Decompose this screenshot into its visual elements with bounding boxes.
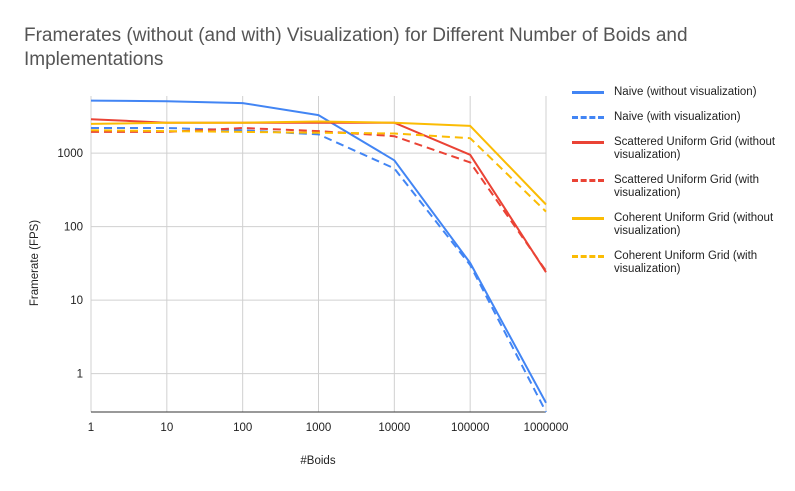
- legend-item: Naive (without visualization): [572, 86, 787, 99]
- chart-title: Framerates (without (and with) Visualiza…: [24, 25, 688, 70]
- legend-label: Coherent Uniform Grid (without visualiza…: [614, 212, 774, 237]
- legend-label: Naive (with visualization): [614, 111, 741, 123]
- x-tick-label: 100: [233, 422, 252, 434]
- grid-lines: [90, 96, 547, 413]
- legend-swatch: [572, 116, 604, 119]
- legend-swatch: [572, 141, 604, 144]
- x-tick-label: 1000000: [524, 422, 569, 434]
- x-tick-label: 1000: [306, 422, 332, 434]
- y-tick-label: 10: [70, 295, 83, 307]
- series-line-0: [90, 99, 547, 404]
- series-line-4: [90, 120, 547, 206]
- x-tick-label: 100000: [451, 422, 489, 434]
- x-tick-label: 10: [160, 422, 173, 434]
- series-line-1: [91, 127, 547, 413]
- legend-item: Coherent Uniform Grid (without visualiza…: [572, 212, 787, 238]
- legend-item: Coherent Uniform Grid (with visualizatio…: [572, 250, 787, 276]
- legend-label: Naive (without visualization): [614, 86, 757, 98]
- chart-legend: Naive (without visualization) Naive (with…: [572, 86, 787, 288]
- legend-label: Scattered Uniform Grid (without visualiz…: [614, 136, 776, 161]
- legend-item: Naive (with visualization): [572, 111, 787, 124]
- x-tick-label: 1: [88, 422, 94, 434]
- x-axis-label: #Boids: [300, 455, 335, 467]
- legend-label: Scattered Uniform Grid (with visualizati…: [614, 174, 760, 199]
- legend-item: Scattered Uniform Grid (without visualiz…: [572, 136, 787, 162]
- x-tick-label: 10000: [378, 422, 410, 434]
- legend-swatch: [572, 255, 604, 258]
- legend-swatch: [572, 217, 604, 220]
- legend-label: Coherent Uniform Grid (with visualizatio…: [614, 250, 758, 275]
- y-tick-label: 1: [77, 369, 83, 381]
- legend-swatch: [572, 91, 604, 94]
- y-tick-label: 1000: [57, 148, 83, 160]
- legend-swatch: [572, 179, 604, 182]
- series-lines: [90, 99, 547, 413]
- y-axis-label: Framerate (FPS): [29, 220, 41, 306]
- legend-item: Scattered Uniform Grid (with visualizati…: [572, 174, 787, 200]
- series-line-5: [90, 129, 547, 213]
- series-line-3: [91, 127, 547, 272]
- y-tick-label: 100: [64, 222, 83, 234]
- tick-labels: 1 10 100 1000 10000 100000 1000000 1 10 100 1000: [57, 148, 568, 434]
